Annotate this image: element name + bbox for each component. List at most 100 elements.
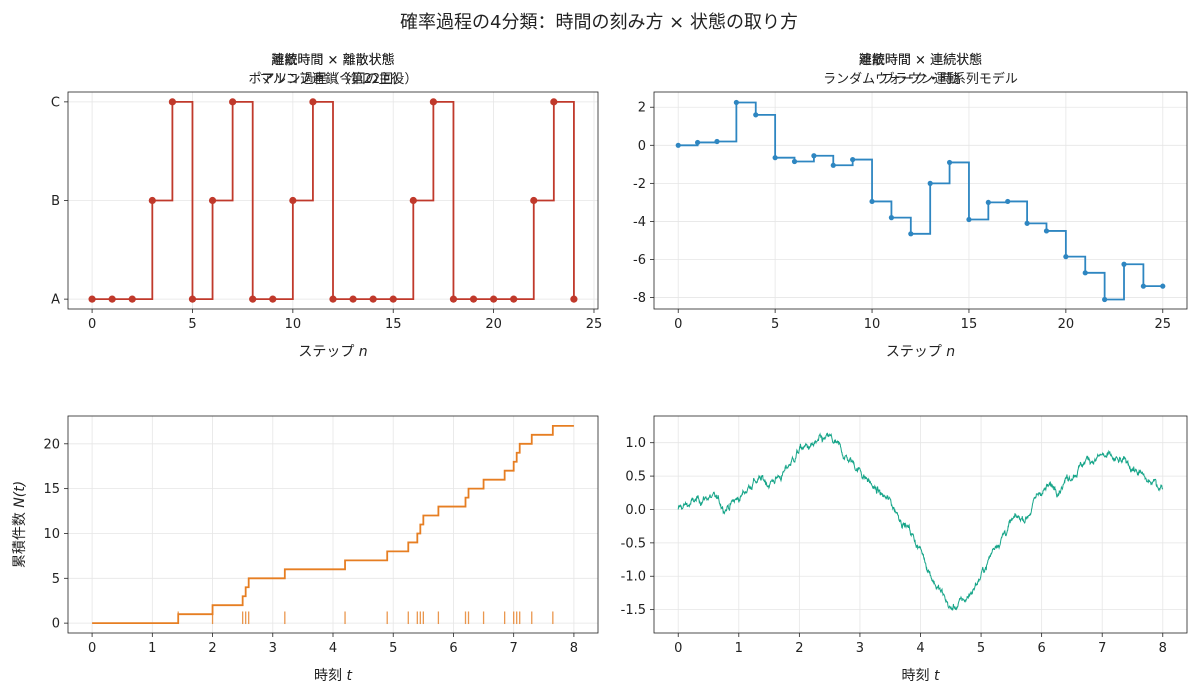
- x-tick-label: 7: [1098, 641, 1106, 656]
- x-tick-label: 2: [795, 641, 803, 656]
- x-tick-label: 1: [148, 641, 156, 656]
- data-point: [88, 295, 96, 303]
- x-tick-label: 25: [1154, 317, 1171, 332]
- x-tick-label: 0: [88, 317, 96, 332]
- y-tick-label: 20: [43, 437, 60, 452]
- data-point: [208, 196, 217, 205]
- y-tick-label: 2: [638, 101, 646, 116]
- data-point: [289, 196, 297, 205]
- data-point: [733, 99, 739, 106]
- x-tick-label: 5: [188, 317, 196, 332]
- x-tick-label: 10: [864, 317, 881, 332]
- data-point: [490, 295, 498, 303]
- x-tick-label: 6: [449, 641, 457, 656]
- x-tick-label: 5: [977, 641, 985, 656]
- x-tick-label: 6: [1037, 641, 1045, 656]
- y-tick-label: 0: [52, 617, 60, 632]
- data-point: [1063, 254, 1069, 260]
- data-point: [409, 196, 417, 205]
- x-axis-label-var: n: [359, 344, 368, 360]
- data-point: [168, 98, 176, 106]
- data-point: [714, 138, 720, 145]
- data-point: [349, 295, 357, 303]
- data-point: [249, 295, 257, 303]
- data-point: [309, 98, 317, 106]
- chart-subtitle: ポアソン過程（今回の主役）: [248, 71, 417, 87]
- data-point: [946, 159, 953, 166]
- plot-frame: [67, 415, 599, 634]
- y-tick-label: 10: [43, 527, 60, 542]
- data-point: [695, 139, 701, 146]
- data-point: [329, 295, 337, 303]
- series-line: [92, 424, 574, 625]
- plot-area: [92, 424, 574, 625]
- x-tick-label: 1: [735, 641, 743, 656]
- y-tick-label: -0.5: [621, 536, 646, 551]
- y-tick-label: B: [51, 194, 60, 209]
- y-tick-label: 15: [43, 482, 60, 497]
- plot-area: [88, 98, 578, 303]
- x-tick-label: 8: [1159, 641, 1167, 656]
- data-point: [1160, 283, 1166, 289]
- figure-title: 確率過程の4分類：時間の刻み方 × 状態の取り方: [400, 12, 798, 33]
- data-point: [530, 196, 538, 205]
- data-point: [908, 231, 914, 237]
- x-tick-label: 0: [674, 317, 682, 332]
- data-point: [753, 112, 759, 118]
- x-tick-label: 2: [208, 641, 216, 656]
- x-axis-label: 時刻 t: [314, 668, 352, 684]
- data-point: [108, 295, 116, 303]
- y-tick-label: A: [51, 293, 60, 308]
- series-line: [678, 101, 1163, 301]
- data-point: [869, 198, 875, 205]
- y-tick-label: -1.0: [621, 570, 646, 585]
- data-point: [830, 162, 836, 168]
- x-tick-label: 15: [385, 317, 402, 332]
- data-point: [888, 215, 895, 221]
- y-tick-label: -1.5: [621, 603, 646, 618]
- chart-title: 離散時間 × 離散状態: [271, 52, 394, 68]
- data-point: [1102, 296, 1108, 303]
- data-point: [449, 295, 458, 303]
- data-point: [791, 158, 798, 165]
- x-tick-label: 20: [485, 317, 502, 332]
- chart-title: 離散時間 × 連続状態: [859, 52, 982, 68]
- chart-subtitle: ブラウン運動: [881, 71, 959, 87]
- y-tick-label: -2: [633, 177, 646, 192]
- x-axis-label-text: ステップ: [298, 344, 358, 360]
- y-tick-label: 5: [52, 572, 60, 587]
- x-axis-label-text: ステップ: [886, 344, 946, 360]
- data-point: [811, 153, 817, 159]
- y-tick-label: C: [51, 95, 60, 110]
- data-point: [570, 295, 578, 303]
- data-point: [1082, 270, 1088, 276]
- x-tick-label: 10: [285, 317, 302, 332]
- data-point: [675, 142, 681, 148]
- data-point: [369, 295, 377, 303]
- data-point: [1024, 220, 1030, 226]
- x-axis-label-var: n: [946, 344, 955, 360]
- y-tick-label: -6: [633, 253, 646, 268]
- y-tick-label: -4: [633, 215, 646, 230]
- x-tick-label: 15: [961, 317, 978, 332]
- data-point: [1043, 228, 1050, 234]
- data-point: [469, 295, 478, 303]
- y-tick-label: 0: [638, 139, 646, 154]
- data-point: [1005, 198, 1011, 205]
- plot-area: [675, 99, 1166, 303]
- x-tick-label: 3: [269, 641, 277, 656]
- data-point: [229, 98, 237, 106]
- x-axis-label: ステップ n: [886, 344, 955, 360]
- x-axis-label-var: t: [934, 668, 940, 684]
- y-tick-label: -8: [633, 291, 646, 306]
- data-point: [1140, 283, 1146, 289]
- x-tick-label: 0: [88, 641, 96, 656]
- y-axis-label: 累積件数 N(t): [12, 481, 28, 568]
- x-tick-label: 8: [570, 641, 578, 656]
- x-tick-label: 4: [916, 641, 924, 656]
- y-axis-label-var: N(t): [12, 481, 28, 508]
